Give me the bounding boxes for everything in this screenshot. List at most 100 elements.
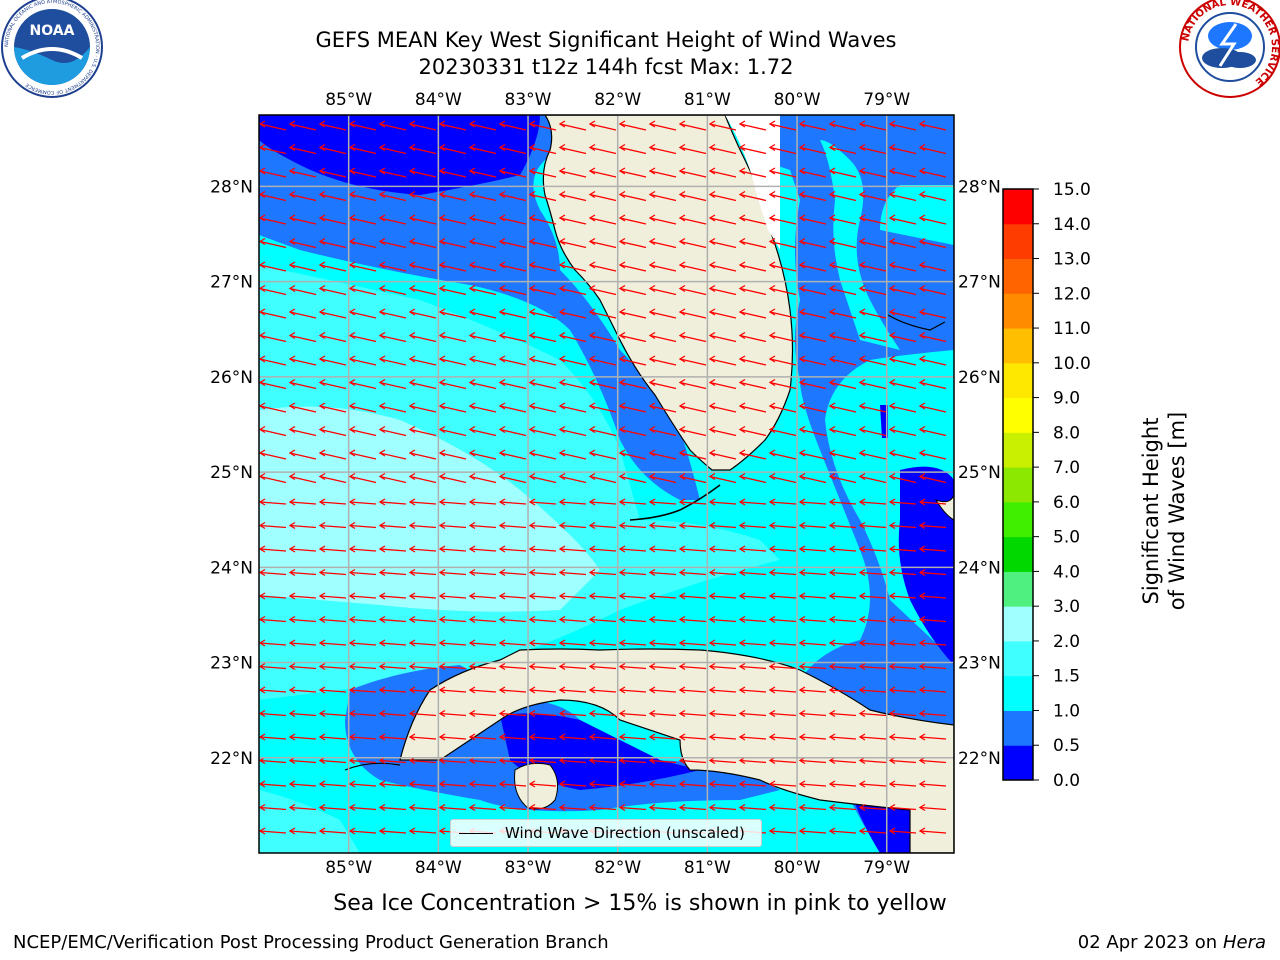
wind-arrowhead — [528, 378, 536, 387]
wind-arrowhead — [708, 521, 716, 530]
wind-arrow — [349, 452, 377, 460]
wind-arrowhead — [618, 378, 626, 387]
wind-arrowhead — [708, 733, 716, 741]
wind-arrow — [679, 642, 707, 646]
wind-arrow — [799, 170, 827, 178]
wind-arrow — [649, 642, 677, 646]
isla-juventud — [514, 762, 559, 810]
wind-arrowhead — [318, 472, 326, 481]
wind-arrowhead — [438, 498, 446, 506]
wind-arrow — [499, 712, 527, 717]
wind-arrowhead — [378, 308, 386, 316]
wind-arrow — [889, 736, 917, 740]
wind-arrowhead — [858, 143, 866, 152]
wind-arrow — [889, 783, 917, 787]
wind-arrowhead — [288, 733, 296, 741]
wind-arrow — [799, 524, 827, 529]
map-tick-labels: 85°W 85°W 84°W 84°W 83°W 83°W 82°W 82°W 81°W 81°W… — [210, 90, 1001, 878]
colorbar: 0.0 0.5 1.0 1.5 2.0 3.0 4.0 5.0 6.0 7.0 8.0 9.0 10.0… — [1002, 180, 1091, 791]
wind-arrow — [859, 501, 887, 505]
wind-arrow — [439, 381, 467, 390]
wind-arrowhead — [678, 378, 686, 387]
wind-arrow — [379, 806, 407, 811]
wind-arrowhead — [828, 709, 836, 718]
wind-arrow — [919, 452, 947, 460]
wind-arrow — [379, 595, 407, 599]
wind-arrowhead — [888, 261, 896, 269]
wind-arrowhead — [498, 190, 506, 199]
wind-arrow — [799, 146, 827, 155]
wind-arrow — [259, 712, 287, 717]
wind-arrowhead — [888, 498, 896, 506]
wind-arrow — [559, 217, 587, 225]
grand-bahama — [887, 314, 946, 331]
wind-arrowhead — [708, 378, 716, 387]
wind-arrow — [409, 428, 437, 437]
wind-arrow — [769, 170, 797, 178]
wind-arrow — [619, 759, 647, 764]
wind-arrowhead — [888, 709, 896, 718]
wind-arrowhead — [918, 498, 926, 506]
wind-arrowhead — [798, 827, 806, 835]
lat-tick-label-left: 28°N — [210, 177, 253, 197]
wind-arrowhead — [528, 425, 536, 434]
wind-arrow — [379, 618, 407, 623]
wind-arrowhead — [588, 331, 596, 340]
wind-arrowhead — [618, 803, 626, 812]
wind-arrow — [919, 783, 947, 787]
wind-arrowhead — [528, 355, 536, 363]
wind-arrowhead — [708, 545, 716, 553]
wind-arrowhead — [798, 237, 806, 246]
wind-arrowhead — [438, 237, 446, 246]
wind-arrowhead — [588, 284, 596, 293]
wind-arrowhead — [648, 308, 656, 316]
wind-arrowhead — [318, 331, 326, 340]
wind-arrow — [589, 806, 617, 811]
wind-arrow — [739, 311, 767, 319]
wind-arrowhead — [618, 237, 626, 246]
wind-arrow — [409, 524, 437, 529]
wind-arrowhead — [828, 472, 836, 481]
wind-arrowhead — [558, 592, 566, 600]
wind-arrow — [349, 217, 377, 225]
wind-arrowhead — [768, 378, 776, 387]
wind-arrow — [919, 475, 947, 484]
wind-arrow — [619, 381, 647, 390]
wind-arrow — [739, 475, 767, 484]
wind-arrow — [469, 264, 497, 272]
wind-arrow — [259, 571, 287, 576]
wind-arrowhead — [738, 425, 746, 434]
wind-arrowhead — [378, 498, 386, 506]
wind-arrowhead — [888, 472, 896, 481]
florida-east-coast-strip — [725, 115, 780, 250]
colorbar-tick-label: 15.0 — [1053, 180, 1091, 200]
wind-arrowhead — [408, 780, 416, 788]
wind-arrowhead — [588, 662, 596, 671]
wind-arrowhead — [738, 284, 746, 293]
wind-arrow — [259, 475, 287, 484]
wind-arrowhead — [708, 284, 716, 293]
wind-arrow — [289, 123, 317, 131]
wind-arrowhead — [288, 237, 296, 246]
wind-arrowhead — [498, 378, 506, 387]
wind-arrowhead — [438, 521, 446, 530]
colorbar-segment — [1003, 640, 1033, 677]
lon-tick-label-top: 79°W — [863, 90, 910, 110]
colorbar-segment — [1003, 675, 1033, 711]
chart-title: GEFS MEAN Key West Significant Height of… — [315, 28, 897, 52]
wind-arrowhead — [828, 780, 836, 788]
wind-arrow — [739, 783, 767, 787]
wind-arrowhead — [498, 803, 506, 812]
wind-arrow — [469, 405, 497, 413]
wind-arrowhead — [828, 167, 836, 175]
wind-arrow — [319, 475, 347, 484]
wind-arrow — [499, 146, 527, 155]
wind-arrow — [889, 123, 917, 131]
wind-arrow — [769, 806, 797, 811]
wind-arrowhead — [528, 498, 536, 506]
wind-arrow — [799, 405, 827, 413]
wind-arrowhead — [918, 592, 926, 600]
wind-arrow — [649, 170, 677, 178]
wind-arrow — [829, 618, 857, 623]
wind-arrow — [919, 170, 947, 178]
